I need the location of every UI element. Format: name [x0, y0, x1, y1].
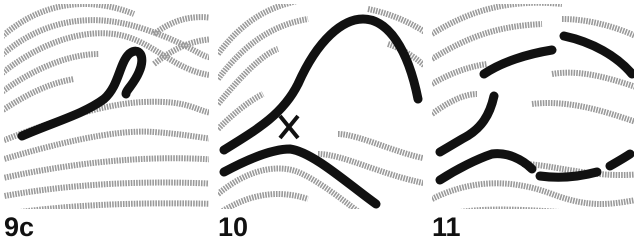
ridge-trace — [440, 154, 532, 180]
ridge-trace — [484, 50, 552, 74]
figure: 9c 10 — [0, 0, 634, 240]
panel-label: 11 — [432, 212, 461, 240]
ridge-pattern — [0, 4, 219, 216]
ridge-trace — [610, 154, 630, 166]
panel-10: 10 — [218, 0, 428, 240]
panel-label: 10 — [218, 212, 248, 240]
panel-9c: 9c — [0, 4, 219, 240]
ridge-pattern — [432, 3, 634, 219]
ridge-trace — [564, 36, 632, 74]
ridge-trace — [440, 96, 494, 152]
panel-11: 11 — [432, 3, 634, 240]
minutia-marker — [280, 116, 298, 138]
ridge-trace — [224, 19, 418, 150]
ridge-pattern — [218, 0, 428, 219]
ridge-trace — [22, 51, 142, 136]
ridge-trace — [540, 172, 597, 177]
panel-label: 9c — [4, 212, 34, 240]
